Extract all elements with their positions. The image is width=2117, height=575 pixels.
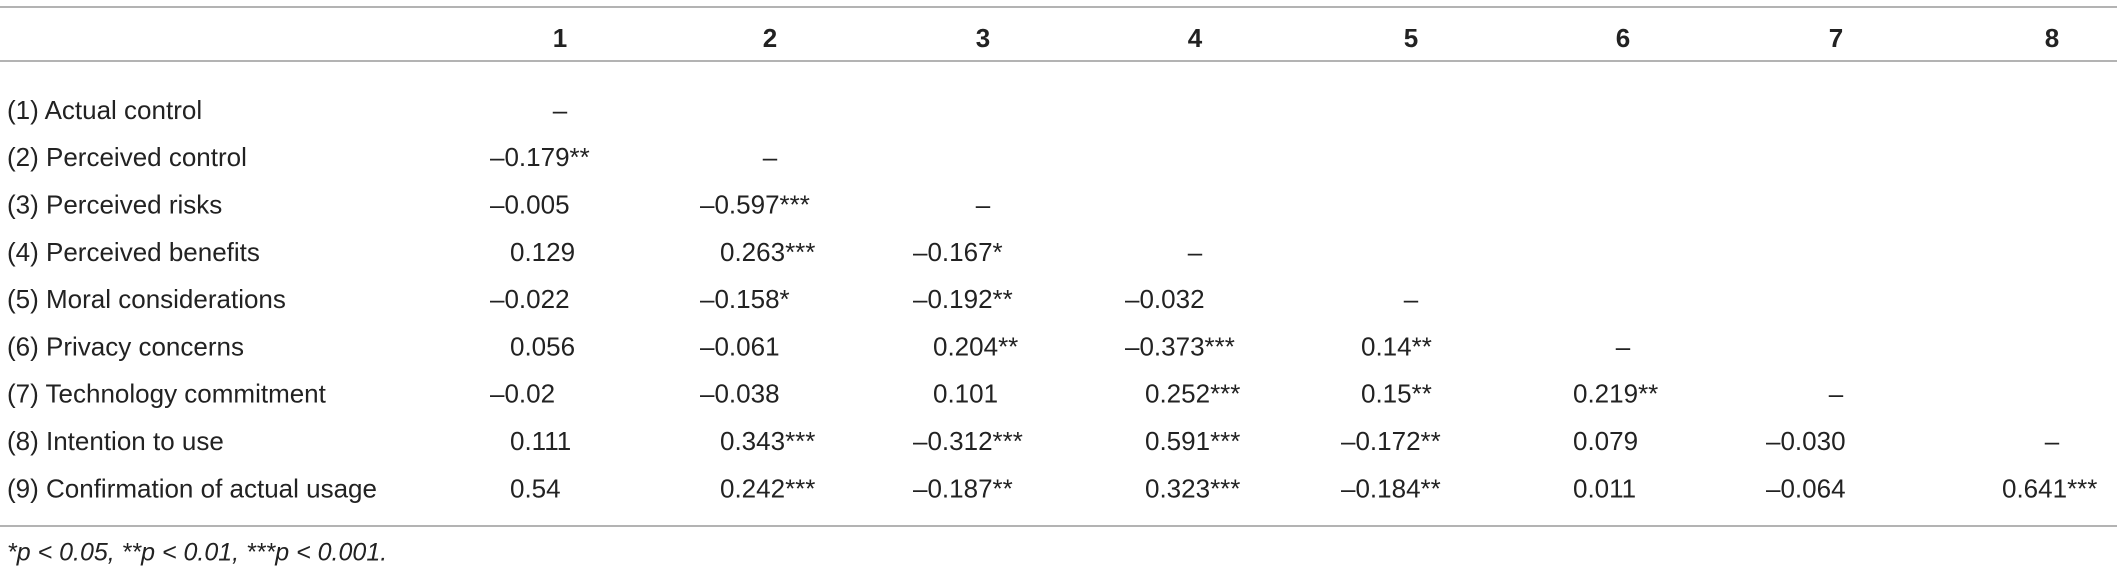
cell: 0.14** [1361, 331, 1432, 361]
cell: –0.192** [913, 284, 1013, 314]
cell: – [1188, 237, 1203, 267]
cell: – [976, 189, 991, 219]
cell: 0.54 [510, 473, 561, 503]
cell: –0.064 [1766, 473, 1846, 503]
cell: 0.263*** [720, 237, 815, 267]
column-header: 7 [1829, 23, 1843, 53]
cell: 0.011 [1573, 473, 1636, 503]
row-label: (6) Privacy concerns [7, 331, 244, 361]
row-label: (3) Perceived risks [7, 189, 222, 219]
cell: –0.312*** [913, 426, 1023, 456]
cell: – [1829, 379, 1844, 409]
cell: –0.032 [1125, 284, 1205, 314]
cell: –0.005 [490, 189, 570, 219]
row-label: (4) Perceived benefits [7, 237, 260, 267]
cell: – [553, 95, 568, 125]
row-label: (8) Intention to use [7, 426, 224, 456]
cell: 0.641*** [2002, 473, 2097, 503]
cell: 0.343*** [720, 426, 815, 456]
column-header: 8 [2045, 23, 2059, 53]
cell: 0.129 [510, 237, 575, 267]
footnote: *p < 0.05, **p < 0.01, ***p < 0.001. [7, 539, 387, 567]
cell: –0.167* [913, 237, 1003, 267]
cell: –0.172** [1341, 426, 1441, 456]
cell: –0.158* [700, 284, 790, 314]
row-label: (7) Technology commitment [7, 379, 327, 409]
cell: –0.184** [1341, 473, 1441, 503]
cell: – [763, 142, 778, 172]
cell: 0.219** [1573, 379, 1658, 409]
cell: 0.252*** [1145, 379, 1240, 409]
cell: –0.373*** [1125, 331, 1235, 361]
cell: –0.02 [490, 379, 555, 409]
cell: 0.15** [1361, 379, 1432, 409]
column-header: 2 [763, 23, 777, 53]
column-header: 4 [1188, 23, 1203, 53]
cell: – [2045, 426, 2060, 456]
row-label: (9) Confirmation of actual usage [7, 473, 377, 503]
cell: –0.038 [700, 379, 780, 409]
cell: 0.079 [1573, 426, 1638, 456]
row-label: (5) Moral considerations [7, 284, 286, 314]
cell: 0.591*** [1145, 426, 1240, 456]
cell: 0.323*** [1145, 473, 1240, 503]
cell: 0.242*** [720, 473, 815, 503]
cell: –0.597*** [700, 189, 810, 219]
cell: –0.187** [913, 473, 1013, 503]
column-header: 1 [553, 23, 567, 53]
row-label: (2) Perceived control [7, 142, 247, 172]
cell: 0.204** [933, 331, 1018, 361]
column-header: 5 [1404, 23, 1418, 53]
row-label: (1) Actual control [7, 95, 202, 125]
cell: 0.101 [933, 379, 998, 409]
cell: – [1404, 284, 1419, 314]
cell: –0.179** [490, 142, 590, 172]
cell: 0.056 [510, 331, 575, 361]
cell: 0.111 [510, 426, 571, 456]
cell: – [1616, 331, 1631, 361]
cell: –0.061 [700, 331, 780, 361]
column-header: 6 [1616, 23, 1630, 53]
cell: –0.022 [490, 284, 570, 314]
column-header: 3 [976, 23, 990, 53]
cell: –0.030 [1766, 426, 1846, 456]
